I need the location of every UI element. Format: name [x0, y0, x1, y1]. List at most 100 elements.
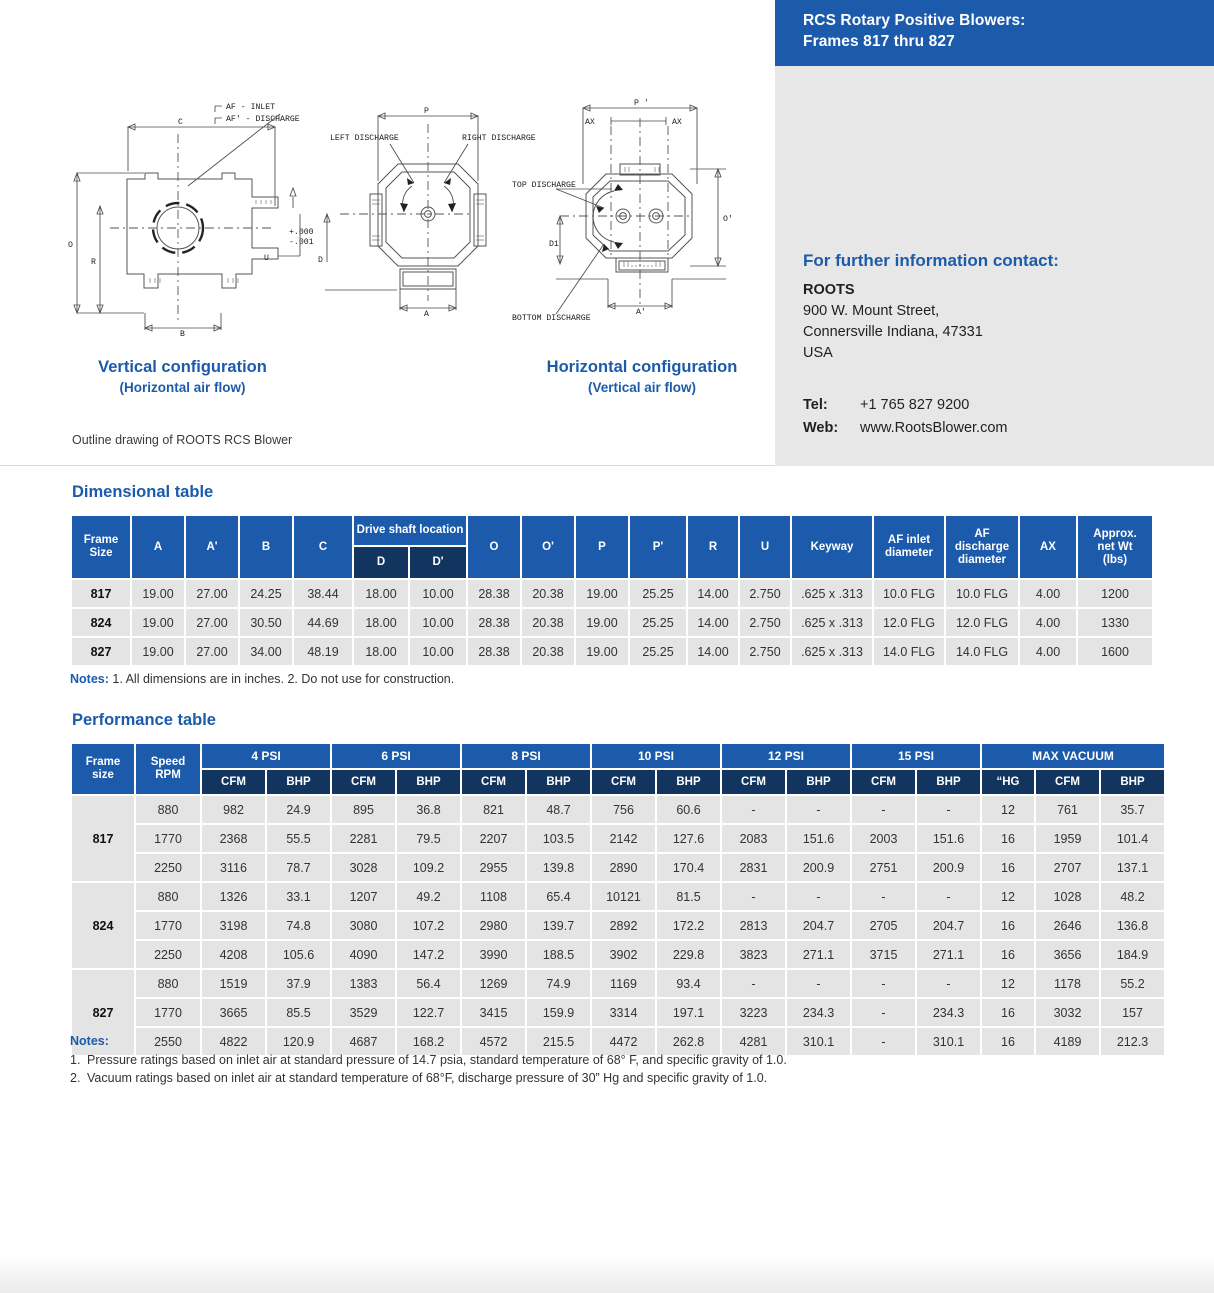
- header-title-line2: Frames 817 thru 827: [803, 33, 955, 50]
- perf-cell: 60.6: [657, 796, 720, 823]
- caption-vertical-sub: (Horizontal air flow): [119, 380, 246, 395]
- perf-col-group-8-psi: 8 PSI: [462, 744, 590, 768]
- contact-heading: For further information contact:: [803, 251, 1059, 270]
- label-dim-B: B: [180, 330, 185, 339]
- perf-cell: 137.1: [1101, 854, 1164, 881]
- perf-col-frame-size: Frame size: [72, 744, 134, 794]
- contact-web-value[interactable]: www.RootsBlower.com: [860, 420, 1008, 436]
- perf-cell-speed: 2250: [136, 854, 200, 881]
- dimensional-table: Frame Size A A' B C Drive shaft location …: [70, 514, 1154, 667]
- caption-horizontal-sub: (Vertical air flow): [587, 380, 697, 395]
- perf-cell: 16: [982, 999, 1034, 1026]
- perf-col-bhp: BHP: [397, 770, 460, 794]
- perf-cell: 56.4: [397, 970, 460, 997]
- perf-cell: 3198: [202, 912, 265, 939]
- note-number: 2.: [70, 1071, 81, 1085]
- perf-cell: 4472: [592, 1028, 655, 1055]
- perf-cell: 157: [1101, 999, 1164, 1026]
- dim-cell: 28.38: [468, 638, 520, 665]
- perf-cell: 200.9: [917, 854, 980, 881]
- label-dim-AX-left: AX: [585, 118, 595, 127]
- dim-cell: 1200: [1078, 580, 1152, 607]
- perf-col-cfm: CFM: [1036, 770, 1099, 794]
- perf-cell: 122.7: [397, 999, 460, 1026]
- perf-cell: 79.5: [397, 825, 460, 852]
- label-top-discharge: TOP DISCHARGE: [512, 181, 576, 190]
- performance-header-row-2: CFM BHP CFM BHP CFM BHP CFM BHP CFM BHP CFM BHP “HG C…: [72, 770, 1164, 794]
- blower-outline-drawing: AF - INLET AF' - DISCHARGE C: [68, 98, 733, 339]
- perf-cell: 4090: [332, 941, 395, 968]
- perf-col-group-6-psi: 6 PSI: [332, 744, 460, 768]
- perf-cell: -: [722, 796, 785, 823]
- dim-cell: 12.0 FLG: [874, 609, 944, 636]
- table-row: 2550 4822 120.9 4687 168.2 4572 215.5 4472 262.8…: [72, 1028, 1164, 1055]
- perf-cell: 200.9: [787, 854, 850, 881]
- technical-drawing-panel: AF - INLET AF' - DISCHARGE C: [0, 66, 775, 466]
- perf-cell: 2705: [852, 912, 915, 939]
- perf-cell: -: [852, 883, 915, 910]
- perf-cell: 3080: [332, 912, 395, 939]
- perf-cell: 12: [982, 970, 1034, 997]
- table-row: 817 880 982 24.9 895 36.8 821 48.7 756 60.6- - - -12…: [72, 796, 1164, 881]
- table-row: 1770 3665 85.5 3529 122.7 3415 159.9 3314 197.1 3…: [72, 999, 1164, 1026]
- dim-cell: 2.750: [740, 580, 790, 607]
- perf-cell-speed: 880: [136, 796, 200, 823]
- table-row: 827 880 1519 37.9 1383 56.4 1269 74.9 1169 93.4- -…: [72, 970, 1164, 1055]
- perf-cell: 982: [202, 796, 265, 823]
- perf-cell: 12: [982, 883, 1034, 910]
- perf-cell: 3032: [1036, 999, 1099, 1026]
- dim-cell: 10.00: [410, 580, 466, 607]
- perf-cell: 1178: [1036, 970, 1099, 997]
- perf-cell: 262.8: [657, 1028, 720, 1055]
- perf-cell: -: [722, 970, 785, 997]
- drawing-horizontal-config: P ' AX AX: [549, 98, 733, 317]
- perf-cell: 172.2: [657, 912, 720, 939]
- dim-cell: 10.00: [410, 638, 466, 665]
- perf-cell: 188.5: [527, 941, 590, 968]
- perf-cell: 4208: [202, 941, 265, 968]
- dim-cell: 1330: [1078, 609, 1152, 636]
- performance-table-body: 817 880 982 24.9 895 36.8 821 48.7 756 60.6- - - -12…: [72, 796, 1164, 1055]
- perf-cell: 756: [592, 796, 655, 823]
- dim-cell: 20.38: [522, 638, 574, 665]
- dim-col-U: U: [740, 516, 790, 578]
- perf-cell: -: [917, 796, 980, 823]
- label-right-discharge: RIGHT DISCHARGE: [462, 134, 536, 143]
- perf-cell: -: [852, 1028, 915, 1055]
- dim-cell: 14.00: [688, 609, 738, 636]
- table-row: 1770 3198 74.8 3080 107.2 2980 139.7 2892 172.2 2…: [72, 912, 1164, 939]
- perf-cell: 310.1: [787, 1028, 850, 1055]
- perf-cell-speed: 2550: [136, 1028, 200, 1055]
- dim-cell: 14.0 FLG: [874, 638, 944, 665]
- dim-cell: 28.38: [468, 609, 520, 636]
- dim-cell: 20.38: [522, 580, 574, 607]
- perf-cell-frame-size: 817: [72, 796, 134, 881]
- performance-table-head: Frame size Speed RPM 4 PSI 6 PSI 8 PSI 10 PSI 12…: [72, 744, 1164, 794]
- document-header: RCS Rotary Positive Blowers: Frames 817 …: [775, 0, 1214, 66]
- dimensional-notes-text: 1. All dimensions are in inches. 2. Do n…: [112, 672, 455, 686]
- dim-cell: 48.19: [294, 638, 352, 665]
- dim-cell: 14.00: [688, 638, 738, 665]
- perf-cell: 2813: [722, 912, 785, 939]
- perf-cell: 170.4: [657, 854, 720, 881]
- label-left-discharge: LEFT DISCHARGE: [330, 134, 399, 143]
- dim-cell: 10.0 FLG: [874, 580, 944, 607]
- dim-col-C: C: [294, 516, 352, 578]
- dim-cell: 19.00: [132, 609, 184, 636]
- perf-col-group-12-psi: 12 PSI: [722, 744, 850, 768]
- perf-cell: -: [787, 970, 850, 997]
- perf-cell: 78.7: [267, 854, 330, 881]
- perf-cell: 2368: [202, 825, 265, 852]
- dim-col-frame-size: Frame Size: [72, 516, 130, 578]
- perf-cell: 2831: [722, 854, 785, 881]
- perf-cell: 168.2: [397, 1028, 460, 1055]
- perf-cell-speed: 1770: [136, 999, 200, 1026]
- perf-col-cfm: CFM: [592, 770, 655, 794]
- perf-cell: 1108: [462, 883, 525, 910]
- performance-note-item: 1. Pressure ratings based on inlet air at…: [70, 1051, 970, 1069]
- dim-cell: 25.25: [630, 638, 686, 665]
- perf-cell: 151.6: [917, 825, 980, 852]
- perf-cell: 2646: [1036, 912, 1099, 939]
- perf-cell: 85.5: [267, 999, 330, 1026]
- performance-table: Frame size Speed RPM 4 PSI 6 PSI 8 PSI 10 PSI 12…: [70, 742, 1166, 1057]
